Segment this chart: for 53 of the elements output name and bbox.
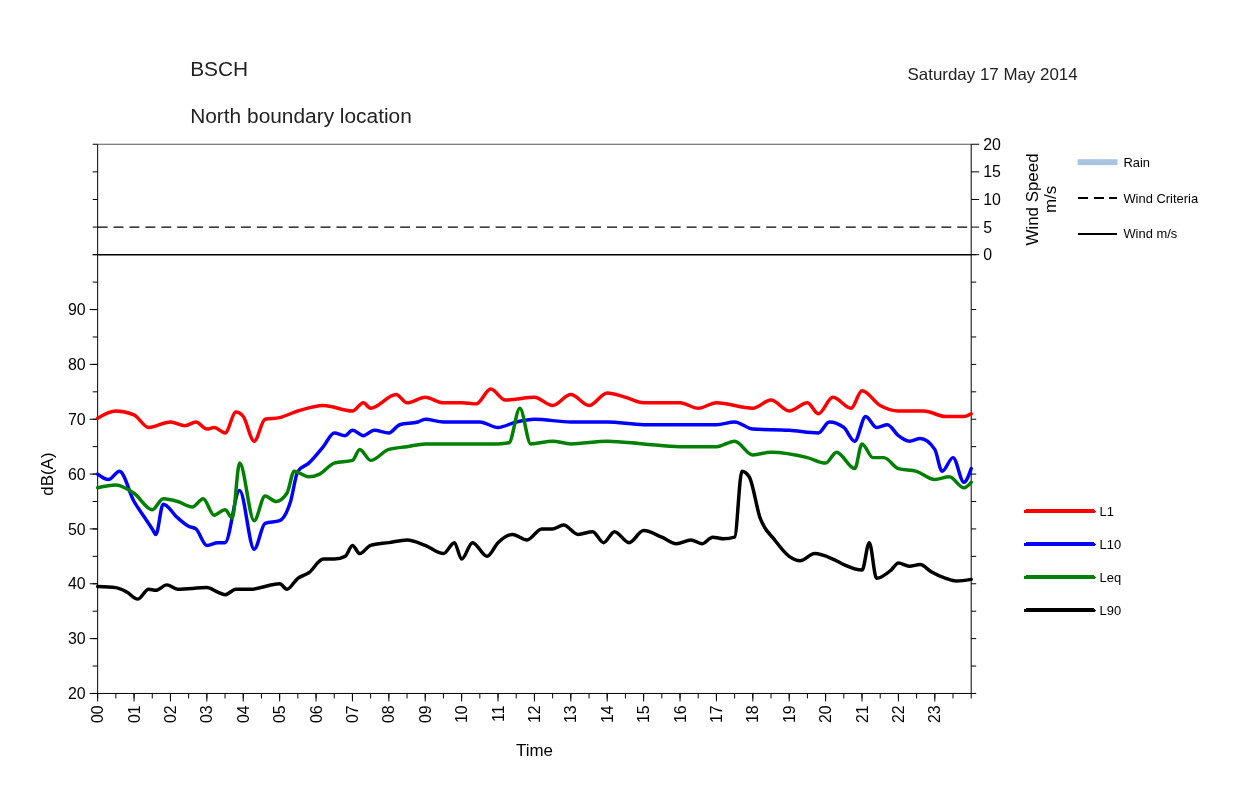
x-axis-title: Time — [515, 741, 553, 761]
y-tick-label: 20 — [983, 135, 1001, 153]
y-tick-label: 15 — [983, 163, 1001, 181]
x-tick-label: 07 — [344, 705, 362, 724]
x-tick-label: 19 — [780, 705, 798, 724]
x-tick-label: 08 — [380, 705, 398, 724]
y-tick-label: 60 — [68, 465, 86, 483]
y-tick-label: 5 — [983, 218, 993, 236]
text: L1 — [1099, 503, 1114, 519]
x-tick-label: 16 — [671, 705, 689, 724]
chart-title: BSCH — [190, 56, 249, 80]
x-tick-label: 03 — [198, 705, 216, 724]
y-axis-title: dB(A) — [37, 452, 57, 496]
chart-subtitle: North boundary location — [190, 104, 412, 128]
y-tick-label: 20 — [68, 685, 86, 703]
x-tick-label: 10 — [453, 705, 471, 724]
y-tick-label: 80 — [68, 355, 86, 373]
x-tick-label: 00 — [89, 705, 107, 724]
y-tick-label: 70 — [68, 410, 86, 428]
x-tick-label: 12 — [526, 705, 543, 724]
x-tick-label: 17 — [707, 705, 725, 724]
x-tick-label: 15 — [635, 705, 653, 724]
text: Leq — [1099, 569, 1122, 585]
y-tick-label: 30 — [68, 630, 86, 648]
x-tick-label: 09 — [416, 705, 434, 724]
x-tick-label: 04 — [234, 705, 252, 724]
x-tick-label: 14 — [598, 705, 616, 724]
x-tick-label: 23 — [926, 705, 944, 724]
line-series — [95, 387, 973, 443]
line-series — [95, 414, 973, 551]
text: L90 — [1099, 603, 1122, 619]
line-series — [95, 406, 973, 523]
y-tick-label: 0 — [983, 246, 993, 264]
legend-label: Rain — [1123, 154, 1151, 170]
text: L10 — [1099, 536, 1122, 552]
x-tick-label: 01 — [125, 705, 143, 724]
y-tick-label: 10 — [983, 191, 1001, 209]
x-tick-label: 06 — [307, 705, 325, 724]
x-tick-label: 13 — [562, 705, 580, 724]
y-tick-label: 90 — [68, 301, 86, 319]
legend-label: Wind m/s — [1123, 226, 1178, 242]
legend-label: Wind Criteria — [1123, 190, 1199, 206]
x-tick-label: 22 — [889, 705, 907, 724]
x-tick-label: 20 — [817, 705, 835, 724]
y-tick-label: 50 — [68, 520, 86, 538]
x-tick-label: 05 — [271, 705, 289, 724]
y-tick-label: 40 — [68, 575, 86, 593]
x-tick-label: 02 — [162, 705, 180, 724]
x-tick-label: 11 — [489, 705, 507, 722]
y-axis-title: Wind Speed m/s — [1022, 153, 1061, 246]
text: Saturday 17 May 2014 — [907, 64, 1078, 84]
x-tick-label: 21 — [853, 705, 871, 724]
x-tick-label: 18 — [744, 705, 762, 724]
